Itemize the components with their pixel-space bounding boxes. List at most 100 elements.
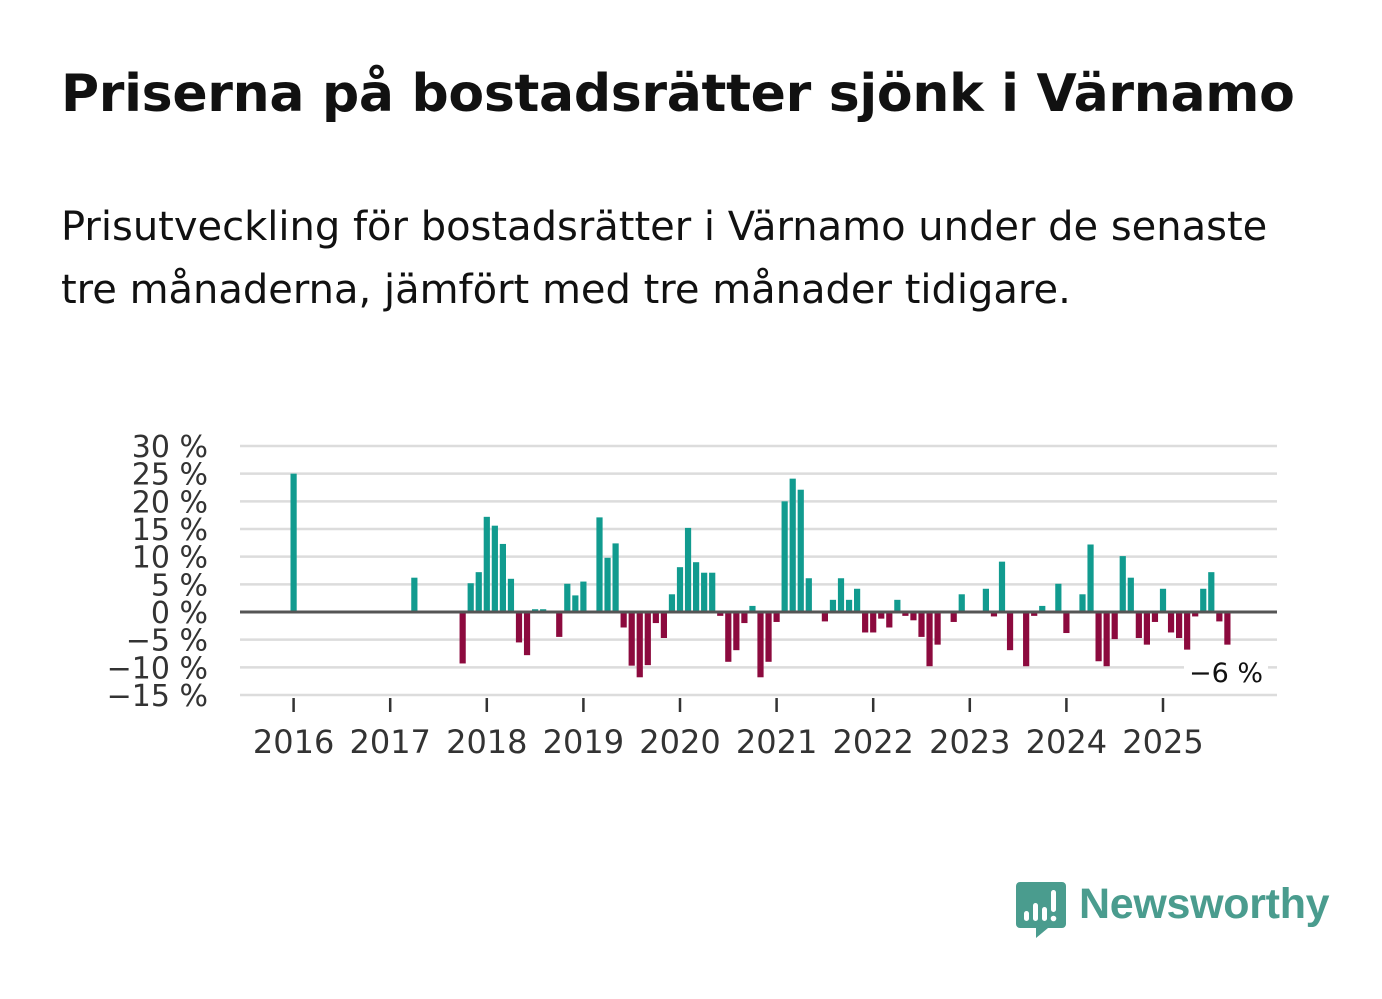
bar [773, 612, 780, 622]
x-tick-label: 2022 [832, 723, 913, 761]
x-tick-label: 2017 [349, 723, 430, 761]
bar [411, 577, 418, 612]
bar [1103, 612, 1110, 667]
y-tick-label: 25 % [132, 458, 208, 493]
bar [523, 612, 531, 656]
bar [1119, 556, 1126, 612]
newsworthy-wordmark: Newsworthy [1079, 880, 1330, 928]
bar [757, 612, 764, 678]
bar [644, 612, 651, 666]
bar [910, 612, 917, 621]
bar [1143, 612, 1150, 645]
bar [1039, 605, 1046, 612]
bar [797, 489, 804, 612]
y-tick-label: 20 % [132, 485, 208, 520]
bar [652, 612, 659, 624]
y-axis-ticks: 30 %25 %20 %15 %10 %5 %0 %−5 %−10 %−15 % [107, 430, 208, 714]
bar [515, 612, 523, 643]
newsworthy-logo: Newsworthy [1012, 878, 1330, 942]
bar [580, 581, 587, 612]
bars [240, 473, 1277, 678]
x-tick-label: 2025 [1122, 723, 1203, 761]
bar [1079, 594, 1086, 612]
bar [781, 501, 788, 612]
last-value-background [1184, 655, 1268, 689]
bar [556, 612, 563, 637]
bar [958, 594, 965, 612]
last-value-label: −6 % [1189, 658, 1263, 689]
x-tick-label: 2019 [543, 723, 624, 761]
x-tick-label: 2024 [1026, 723, 1107, 761]
bar [676, 567, 684, 612]
bar [1063, 612, 1070, 634]
bar [1184, 612, 1191, 650]
bar [491, 525, 498, 612]
bar [1167, 612, 1175, 633]
bar [854, 588, 861, 612]
bar [878, 612, 885, 619]
bar [886, 612, 893, 628]
y-tick-label: −5 % [126, 624, 208, 659]
bar [1023, 612, 1030, 667]
bar [660, 612, 667, 639]
bar [507, 578, 515, 612]
bar [612, 543, 619, 612]
bar [1216, 612, 1223, 622]
bar [1135, 612, 1142, 639]
bar [837, 578, 845, 612]
bar [862, 612, 869, 633]
bar [467, 583, 474, 612]
x-axis-ticks: 2016 2017 2018 2019 2020 2021 2022 2023 2024 2025 [253, 698, 1204, 761]
y-tick-label: 30 % [132, 430, 208, 465]
bar [604, 557, 611, 612]
bar [741, 612, 748, 624]
x-tick-label: 2023 [929, 723, 1010, 761]
bar [596, 517, 603, 612]
bar [620, 612, 627, 628]
bar [1192, 612, 1199, 617]
y-tick-label: −10 % [107, 651, 208, 686]
x-tick-label: 2016 [253, 723, 334, 761]
bar [902, 612, 909, 616]
bar [564, 583, 571, 612]
bar [1111, 612, 1118, 640]
bar [628, 612, 635, 666]
bar [709, 572, 716, 612]
bar [459, 612, 466, 664]
bar [918, 612, 925, 637]
bar [701, 572, 708, 612]
bar [1031, 612, 1038, 616]
bar [990, 612, 998, 617]
bar [894, 599, 901, 612]
bar [1087, 544, 1094, 612]
bar [926, 612, 933, 667]
bar [765, 612, 772, 662]
bar [636, 612, 643, 678]
bar [998, 561, 1006, 612]
bar [821, 612, 828, 622]
bar [789, 478, 796, 612]
bar [717, 612, 724, 616]
chart-title: Priserna på bostadsrätter sjönk i Värnam… [61, 64, 1295, 124]
y-tick-label: 5 % [151, 568, 208, 603]
bar [805, 578, 812, 612]
bar [572, 595, 579, 612]
bar [1176, 612, 1183, 639]
bar [499, 543, 506, 612]
bar [290, 473, 297, 612]
bar [1200, 588, 1207, 612]
bar-chart: 30 %25 %20 %15 %10 %5 %0 %−5 %−10 %−15 %… [107, 430, 1277, 761]
y-tick-label: −15 % [107, 679, 208, 714]
bar [1127, 577, 1134, 612]
y-tick-label: 15 % [132, 513, 208, 548]
bar [475, 572, 482, 612]
bar [934, 612, 941, 645]
chart-subtitle: Prisutveckling för bostadsrätter i Värna… [61, 204, 1268, 313]
bar [1055, 583, 1062, 612]
bar [982, 588, 989, 612]
bar [1095, 612, 1102, 662]
bar [684, 527, 692, 612]
bar [668, 594, 676, 612]
bar [1006, 612, 1014, 651]
bar [749, 605, 756, 612]
